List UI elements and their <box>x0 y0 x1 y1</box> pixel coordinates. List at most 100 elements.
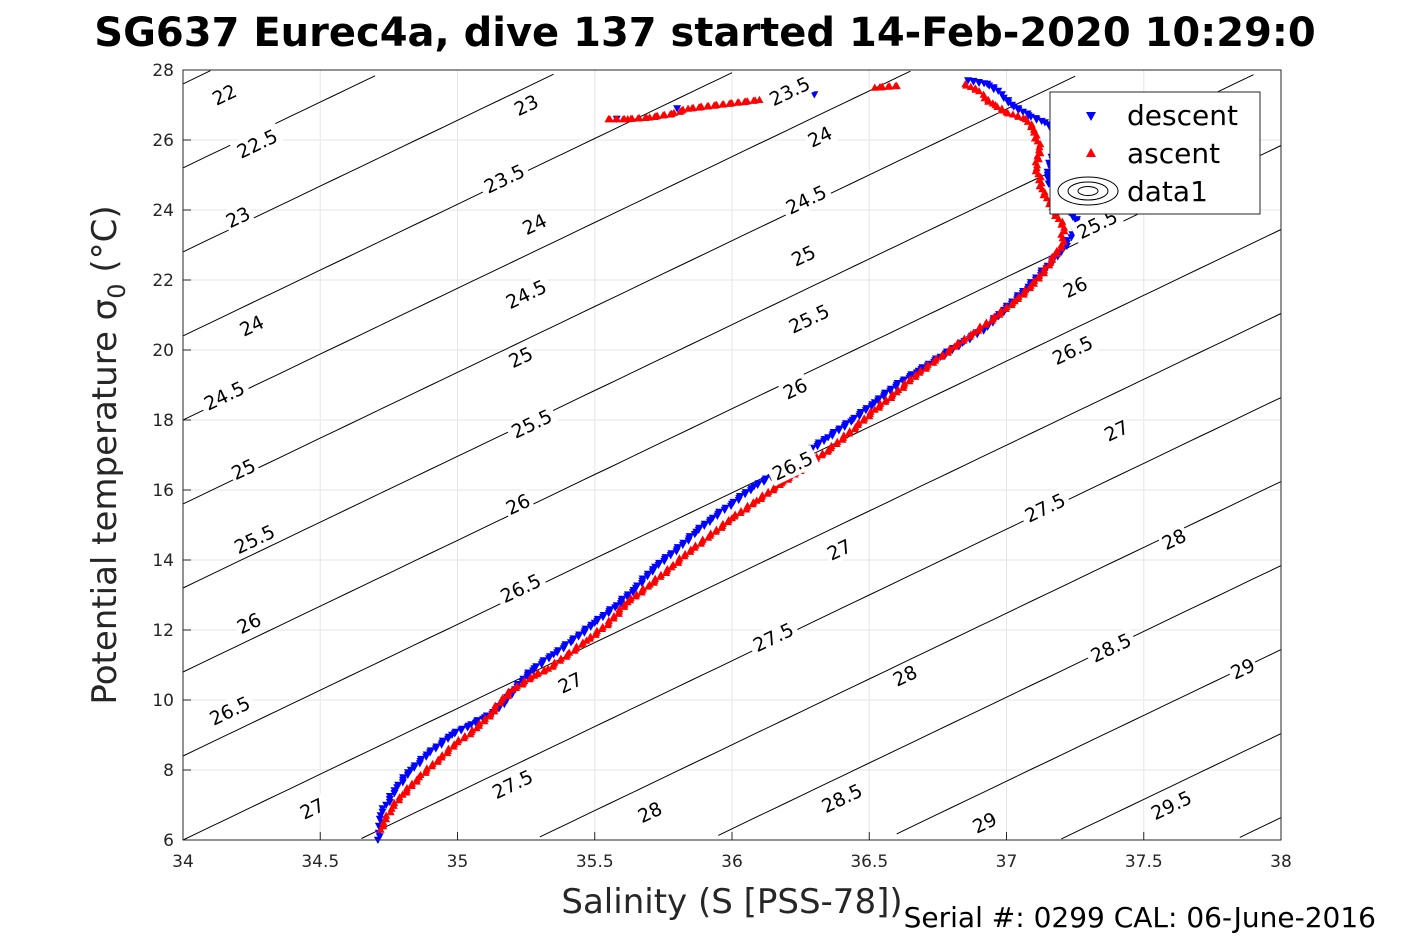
contour-label-bg <box>234 309 269 342</box>
contour-label: 24 <box>517 208 552 240</box>
descent-point <box>918 364 927 372</box>
contour-label: 27.5 <box>1017 486 1073 529</box>
contour-label-bg <box>1057 271 1093 303</box>
legend-ascent-marker <box>1086 148 1096 157</box>
descent-point <box>685 533 694 541</box>
contour-label-text: 24 <box>519 210 550 240</box>
contour-label-bg <box>777 372 813 405</box>
y-tick-label: 10 <box>152 691 174 711</box>
contour-label-bg <box>500 488 536 520</box>
y-tick-label: 8 <box>163 761 174 781</box>
descent-point <box>874 395 883 403</box>
contour-label-text: 27 <box>297 794 328 824</box>
contour-label-bg <box>821 533 857 566</box>
ascent-point <box>604 616 613 624</box>
ascent-point <box>663 564 672 573</box>
contour-label-bg <box>778 178 834 221</box>
y-tick-label: 28 <box>152 61 174 81</box>
descent-point <box>997 91 1006 99</box>
contour-label: 28.5 <box>1083 626 1139 669</box>
ascent-point <box>1026 281 1035 289</box>
ascent-point <box>882 395 891 403</box>
ascent-point <box>1054 214 1063 222</box>
ascent-point <box>894 385 903 394</box>
ascent-point <box>945 344 954 352</box>
contour-label-bg <box>227 518 282 560</box>
contour-label-bg <box>508 89 544 121</box>
descent-point <box>886 385 895 393</box>
ascent-point <box>1010 297 1019 305</box>
ascent-point <box>1020 286 1029 294</box>
contour-label: 26.5 <box>202 689 257 732</box>
descent-point <box>729 498 738 507</box>
contour-label-bg <box>231 607 267 639</box>
contour-label-text: 26.5 <box>769 447 817 485</box>
ascent-point <box>911 370 920 378</box>
ascent-point <box>878 82 887 90</box>
contour-line <box>182 75 376 169</box>
ascent-point <box>990 312 999 320</box>
x-tick-label: 37 <box>996 852 1018 872</box>
descent-point <box>606 606 615 614</box>
x-ticks: 34 34.5 35 35.5 36 36.5 37 37.5 38 <box>172 832 1292 872</box>
ascent-point <box>975 322 984 330</box>
y-axis-label: Potential temperature σ0 (°C) <box>85 205 131 704</box>
ascent-point <box>578 638 587 646</box>
descent-point <box>612 602 621 610</box>
ascent-point <box>598 622 607 631</box>
contour-label-text: 27.5 <box>750 619 798 657</box>
descent-point <box>715 508 724 516</box>
contour-line <box>182 229 1282 757</box>
ascent-point <box>582 636 591 644</box>
y-tick-label: 20 <box>152 341 174 361</box>
descent-point <box>532 663 541 671</box>
legend-descent-label: descent <box>1127 99 1238 132</box>
ascent-point <box>635 114 644 122</box>
y-tick-label: 26 <box>152 131 174 151</box>
contour-label-text: 27 <box>824 535 855 565</box>
ascent-point <box>706 529 715 537</box>
contour-line <box>896 649 1282 835</box>
descent-point <box>655 559 664 568</box>
contour-label-bg <box>493 567 548 609</box>
contour-label: 26 <box>231 607 267 639</box>
ascent-point <box>704 101 713 110</box>
contour-label-bg <box>220 201 256 233</box>
x-tick-label: 36.5 <box>850 852 888 872</box>
ascent-point <box>454 736 463 744</box>
legend-contour-icon <box>1057 176 1119 206</box>
ascent-point <box>434 755 443 763</box>
contour-label: 28 <box>632 796 668 828</box>
ascent-point <box>876 399 885 407</box>
ascent-point <box>866 407 875 415</box>
contour-label: 24 <box>234 309 269 342</box>
ascent-point <box>954 338 963 346</box>
ascent-point <box>556 654 565 662</box>
contour-label-text: 23 <box>511 91 542 121</box>
contour-label-text: 27.5 <box>1021 489 1069 527</box>
descent-point <box>741 489 750 497</box>
descent-point <box>980 80 989 88</box>
descent-point <box>378 805 387 813</box>
y-axis-label-subscript: 0 <box>103 283 131 298</box>
descent-point <box>473 717 482 725</box>
descent-point <box>842 420 851 428</box>
descent-point <box>432 743 441 751</box>
contour-label: 29 <box>967 806 1002 839</box>
ascent-point <box>398 790 407 798</box>
ascent-point <box>628 114 637 122</box>
ascent-point <box>428 759 437 768</box>
descent-point <box>1018 108 1027 116</box>
ascent-point <box>402 783 411 792</box>
descent-point <box>893 380 902 388</box>
descent-point <box>394 781 403 789</box>
ascent-point <box>691 541 700 549</box>
descent-series <box>373 77 1085 844</box>
x-tick-label: 38 <box>1270 852 1292 872</box>
descent-point <box>994 87 1003 95</box>
descent-point <box>1037 117 1046 126</box>
descent-point <box>375 833 384 841</box>
contour-label: 25 <box>786 239 821 272</box>
contour-line <box>1239 817 1282 838</box>
y-axis-label-sigma: σ <box>85 299 125 321</box>
